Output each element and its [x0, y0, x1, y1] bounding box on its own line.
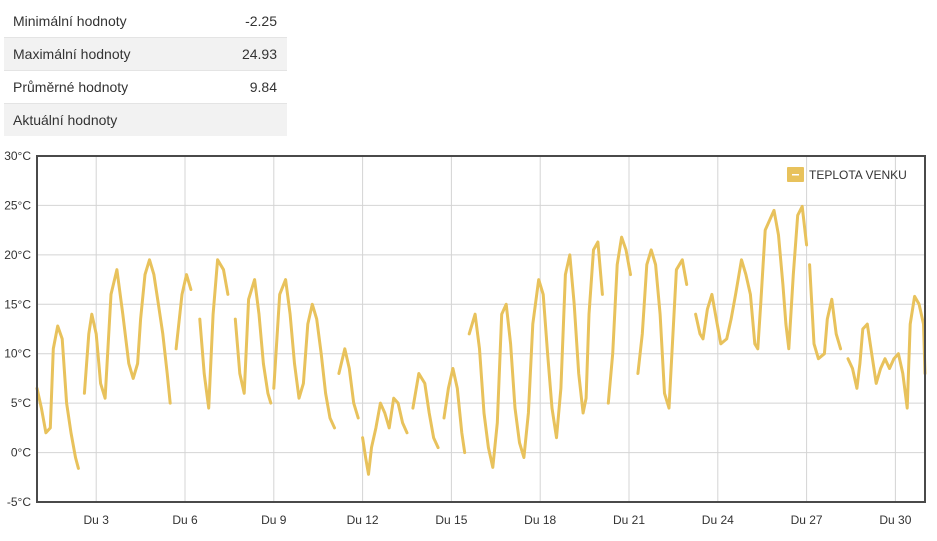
chart-grid — [37, 155, 925, 503]
stats-label: Aktuální hodnoty — [4, 103, 207, 136]
series-line-segment — [233, 278, 273, 405]
x-axis-labels: Du 3 Du 6 Du 9 Du 12 Du 15 Du 18 Du 21 Du 24 Du … — [84, 513, 912, 527]
series-line-segment — [846, 294, 927, 410]
legend-label: TEPLOTA VENKU — [809, 168, 907, 182]
plot-frame — [36, 155, 926, 503]
stats-row: Maximální hodnoty 24.93 — [4, 37, 287, 71]
y-tick-label: -5°C — [7, 495, 31, 509]
stats-row: Aktuální hodnoty — [4, 103, 287, 136]
series-teplota-venku — [35, 204, 927, 476]
y-tick-label: 10°C — [4, 347, 31, 361]
series-line-segment — [442, 367, 467, 455]
stats-value: 9.84 — [249, 79, 277, 95]
x-tick-label: Du 9 — [261, 513, 287, 527]
x-tick-label: Du 18 — [524, 513, 556, 527]
series-line-segment — [361, 396, 409, 476]
stats-value — [206, 103, 287, 136]
x-tick-label: Du 30 — [879, 513, 911, 527]
y-tick-label: 20°C — [4, 248, 31, 262]
stats-label: Minimální hodnoty — [13, 13, 127, 29]
series-line-segment — [82, 258, 172, 405]
x-tick-label: Du 21 — [613, 513, 645, 527]
series-line-segment — [636, 248, 689, 410]
x-tick-label: Du 12 — [347, 513, 379, 527]
series-line-segment — [198, 258, 230, 410]
y-tick-label: 0°C — [11, 446, 31, 460]
y-tick-label: 5°C — [11, 396, 31, 410]
stats-label: Maximální hodnoty — [4, 37, 207, 71]
y-tick-label: 30°C — [4, 150, 31, 163]
legend-swatch-mark — [792, 174, 799, 176]
series-line-segment — [272, 278, 336, 430]
series-line-segment — [606, 235, 632, 405]
series-line-segment — [411, 372, 440, 450]
series-line-segment — [337, 347, 360, 420]
x-tick-label: Du 6 — [172, 513, 198, 527]
y-tick-label: 25°C — [4, 198, 31, 212]
series-line-segment — [35, 324, 80, 470]
series-line-segment — [174, 273, 193, 351]
stats-row: Průměrné hodnoty 9.84 — [4, 70, 287, 104]
legend[interactable]: TEPLOTA VENKU — [787, 167, 907, 182]
series-line-segment — [694, 204, 809, 351]
series-line-segment — [467, 240, 604, 469]
stats-value: -2.25 — [245, 13, 277, 29]
x-tick-label: Du 3 — [84, 513, 110, 527]
series-line-segment — [808, 263, 843, 361]
x-tick-label: Du 15 — [435, 513, 467, 527]
stats-value: 24.93 — [206, 37, 287, 71]
stats-table: Minimální hodnoty -2.25 Maximální hodnoty 2… — [4, 5, 287, 136]
stats-label: Průměrné hodnoty — [13, 79, 129, 95]
x-tick-label: Du 24 — [702, 513, 734, 527]
y-tick-label: 15°C — [4, 297, 31, 311]
x-tick-label: Du 27 — [791, 513, 823, 527]
stats-row: Minimální hodnoty -2.25 — [4, 5, 287, 38]
y-axis-labels: -5°C 0°C 5°C 10°C 15°C 20°C 25°C 30°C — [4, 150, 31, 509]
